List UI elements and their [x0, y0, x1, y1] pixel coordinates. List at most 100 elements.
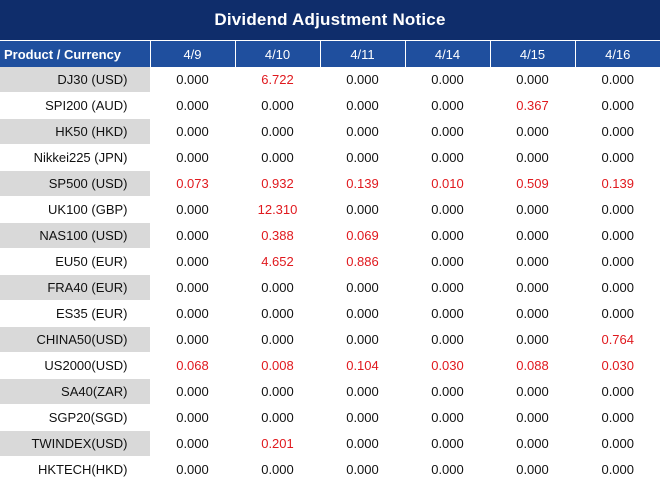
value-cell: 0.000 [405, 196, 491, 223]
product-cell: Nikkei225 (JPN) [0, 144, 151, 171]
value-cell: 0.000 [575, 300, 660, 327]
table-row: HKTECH(HKD) 0.000 0.000 0.000 0.000 0.000 0.00… [0, 456, 660, 483]
value-cell: 0.000 [405, 248, 491, 275]
value-cell: 0.000 [235, 144, 321, 171]
value-cell: 0.000 [320, 67, 406, 93]
table-row: SPI200 (AUD) 0.000 0.000 0.000 0.000 0.367 0.0… [0, 92, 660, 119]
value-cell: 0.000 [490, 274, 576, 301]
value-cell: 0.000 [405, 300, 491, 327]
table-body: DJ30 (USD) 0.000 6.722 0.000 0.000 0.000 0.000… [0, 67, 660, 483]
value-cell: 0.764 [575, 326, 660, 353]
value-cell: 0.000 [575, 456, 660, 483]
value-cell: 0.509 [490, 170, 576, 197]
value-cell: 0.139 [320, 170, 406, 197]
value-cell: 0.000 [490, 248, 576, 275]
table-row: SGP20(SGD) 0.000 0.000 0.000 0.000 0.000 0.000 [0, 404, 660, 431]
value-cell: 0.000 [320, 456, 406, 483]
notice-title: Dividend Adjustment Notice [0, 0, 660, 40]
table-row: SA40(ZAR) 0.000 0.000 0.000 0.000 0.000 0.000 [0, 378, 660, 405]
value-cell: 0.000 [405, 274, 491, 301]
value-cell: 0.000 [320, 430, 406, 457]
table-row: CHINA50(USD) 0.000 0.000 0.000 0.000 0.000 0.7… [0, 326, 660, 353]
value-cell: 0.000 [150, 92, 236, 119]
table-row: US2000(USD) 0.068 0.008 0.104 0.030 0.088 0.03… [0, 352, 660, 379]
value-cell: 0.000 [575, 118, 660, 145]
value-cell: 0.000 [150, 144, 236, 171]
value-cell: 0.000 [150, 196, 236, 223]
column-header-date: 4/10 [235, 40, 321, 67]
product-cell: US2000(USD) [0, 352, 151, 379]
table-row: UK100 (GBP) 0.000 12.310 0.000 0.000 0.000 0.0… [0, 196, 660, 223]
value-cell: 12.310 [235, 196, 321, 223]
value-cell: 0.000 [235, 118, 321, 145]
value-cell: 0.367 [490, 92, 576, 119]
value-cell: 0.000 [490, 456, 576, 483]
value-cell: 4.652 [235, 248, 321, 275]
product-cell: CHINA50(USD) [0, 326, 151, 353]
value-cell: 0.388 [235, 222, 321, 249]
dividend-table: Product / Currency 4/9 4/10 4/11 4/14 4/… [0, 40, 660, 483]
value-cell: 0.030 [405, 352, 491, 379]
table-row: TWINDEX(USD) 0.000 0.201 0.000 0.000 0.000 0.0… [0, 430, 660, 457]
table-row: SP500 (USD) 0.073 0.932 0.139 0.010 0.509 0.13… [0, 170, 660, 197]
value-cell: 0.000 [150, 118, 236, 145]
table-row: DJ30 (USD) 0.000 6.722 0.000 0.000 0.000 0.000 [0, 67, 660, 93]
product-cell: HKTECH(HKD) [0, 456, 151, 483]
value-cell: 0.000 [575, 378, 660, 405]
value-cell: 0.030 [575, 352, 660, 379]
value-cell: 0.000 [235, 92, 321, 119]
value-cell: 0.000 [150, 300, 236, 327]
value-cell: 0.000 [490, 404, 576, 431]
column-header-date: 4/14 [405, 40, 491, 67]
value-cell: 0.000 [575, 67, 660, 93]
table-row: HK50 (HKD) 0.000 0.000 0.000 0.000 0.000 0.000 [0, 118, 660, 145]
value-cell: 0.000 [235, 274, 321, 301]
product-cell: TWINDEX(USD) [0, 430, 151, 457]
value-cell: 0.000 [575, 196, 660, 223]
value-cell: 0.000 [575, 430, 660, 457]
value-cell: 0.000 [405, 326, 491, 353]
product-cell: SP500 (USD) [0, 170, 151, 197]
value-cell: 0.000 [490, 144, 576, 171]
column-header-date: 4/16 [575, 40, 660, 67]
value-cell: 0.000 [405, 430, 491, 457]
value-cell: 0.068 [150, 352, 236, 379]
value-cell: 0.000 [320, 274, 406, 301]
value-cell: 0.104 [320, 352, 406, 379]
value-cell: 0.000 [405, 92, 491, 119]
value-cell: 0.000 [405, 456, 491, 483]
value-cell: 0.000 [320, 326, 406, 353]
value-cell: 0.000 [575, 92, 660, 119]
value-cell: 0.000 [320, 144, 406, 171]
product-cell: NAS100 (USD) [0, 222, 151, 249]
table-row: Nikkei225 (JPN) 0.000 0.000 0.000 0.000 0.000… [0, 144, 660, 171]
value-cell: 0.000 [490, 67, 576, 93]
product-cell: FRA40 (EUR) [0, 274, 151, 301]
value-cell: 0.000 [575, 222, 660, 249]
value-cell: 0.000 [575, 274, 660, 301]
value-cell: 0.000 [235, 456, 321, 483]
value-cell: 0.000 [150, 274, 236, 301]
value-cell: 0.000 [490, 300, 576, 327]
value-cell: 0.000 [150, 248, 236, 275]
table-row: EU50 (EUR) 0.000 4.652 0.886 0.000 0.000 0.000 [0, 248, 660, 275]
value-cell: 0.088 [490, 352, 576, 379]
value-cell: 0.000 [575, 248, 660, 275]
product-cell: DJ30 (USD) [0, 67, 151, 93]
value-cell: 0.000 [320, 118, 406, 145]
value-cell: 0.000 [320, 92, 406, 119]
value-cell: 0.069 [320, 222, 406, 249]
value-cell: 0.000 [150, 67, 236, 93]
value-cell: 0.000 [150, 430, 236, 457]
value-cell: 0.000 [405, 118, 491, 145]
value-cell: 0.000 [235, 300, 321, 327]
value-cell: 0.000 [150, 326, 236, 353]
product-cell: ES35 (EUR) [0, 300, 151, 327]
value-cell: 0.010 [405, 170, 491, 197]
value-cell: 0.000 [235, 378, 321, 405]
table-header-row: Product / Currency 4/9 4/10 4/11 4/14 4/… [0, 40, 660, 67]
value-cell: 0.000 [150, 404, 236, 431]
product-cell: HK50 (HKD) [0, 118, 151, 145]
product-cell: UK100 (GBP) [0, 196, 151, 223]
